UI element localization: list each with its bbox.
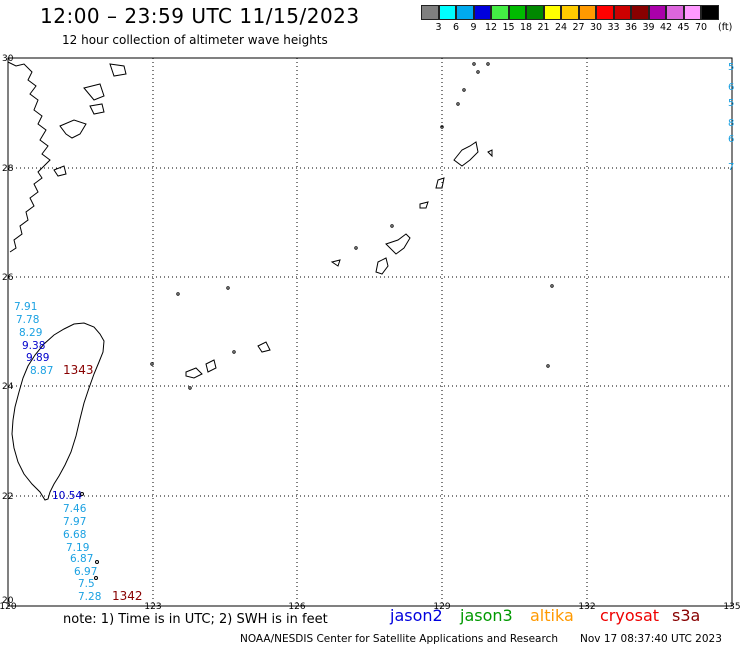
latitude-label: 22 <box>2 492 13 502</box>
legend-tick-label: 3 <box>435 22 442 33</box>
legend-tick-label: 70 <box>694 22 708 33</box>
legend-labels: 3 6 9 12 15 18 21 24 27 30 33 36 39 42 45 70 <box>421 22 740 34</box>
svg-text:5: 5 <box>728 98 734 109</box>
latitude-labels: 30 28 26 24 22 20 <box>2 54 14 606</box>
wave-height-label: 7.78 <box>16 314 39 326</box>
color-legend <box>421 5 719 21</box>
satellite-s3a-label: s3a <box>672 606 701 625</box>
wave-height-label: 6.97 <box>74 566 97 578</box>
legend-tick-label: 21 <box>537 22 550 33</box>
wave-height-label: 7.5 <box>78 578 95 590</box>
wave-height-label: 8.29 <box>19 327 42 339</box>
generated-timestamp: Nov 17 08:37:40 UTC 2023 <box>580 633 722 645</box>
legend-tick-label: 24 <box>554 22 568 33</box>
wave-height-label: 7.46 <box>63 503 87 515</box>
taiwan-coastline <box>11 322 105 501</box>
legend-tick-label: 39 <box>642 22 655 33</box>
china-coastline <box>7 61 51 253</box>
legend-swatch <box>456 5 474 20</box>
edge-readings: 5 6 5 8 6 7 <box>728 62 734 173</box>
wave-height-label: 9.38 <box>22 340 45 352</box>
legend-swatch <box>561 5 579 20</box>
legend-tick-label: 45 <box>677 22 690 33</box>
legend-tick-label: 42 <box>659 22 673 33</box>
svg-text:7: 7 <box>728 162 734 173</box>
wave-height-label: 6.87 <box>70 553 93 565</box>
longitude-label: 132 <box>578 602 595 612</box>
legend-tick-label: 27 <box>572 22 585 33</box>
longitude-label: 120 <box>0 602 17 612</box>
grid-lines <box>8 58 732 606</box>
wave-height-label: 10.54 <box>52 490 82 502</box>
legend-swatch <box>578 5 596 20</box>
page-title: 12:00 – 23:59 UTC 11/15/2023 <box>40 4 360 28</box>
latitude-label: 28 <box>2 164 14 174</box>
footer-note: note: 1) Time is in UTC; 2) SWH is in fe… <box>63 612 328 627</box>
svg-text:8: 8 <box>728 118 734 129</box>
legend-tick-label: 36 <box>624 22 638 33</box>
wave-height-label: 9.89 <box>26 352 49 364</box>
wave-height-label: 1343 <box>63 363 94 377</box>
legend-swatch <box>543 5 561 20</box>
legend-swatch <box>421 5 439 20</box>
legend-swatch <box>438 5 456 20</box>
legend-tick-label: 6 <box>452 22 460 33</box>
satellite-jason2-label: jason2 <box>390 606 443 625</box>
legend-swatch <box>631 5 649 20</box>
legend-swatch <box>526 5 544 20</box>
latitude-label: 20 <box>2 596 14 606</box>
latitude-label: 30 <box>2 54 14 64</box>
legend-tick-label: 12 <box>484 22 498 33</box>
longitude-label: 123 <box>144 602 161 612</box>
legend-swatch <box>701 5 719 20</box>
wave-height-label: 7.91 <box>14 301 37 313</box>
legend-unit: (ft) <box>718 22 733 33</box>
wave-height-label: 8.87 <box>30 365 53 377</box>
legend-tick-label: 30 <box>589 22 603 33</box>
wave-height-label: 7.19 <box>66 542 89 554</box>
longitude-label: 129 <box>433 602 450 612</box>
wave-height-label: 7.97 <box>63 516 86 528</box>
map-frame <box>7 57 733 607</box>
legend-swatch <box>491 5 509 20</box>
svg-text:6: 6 <box>728 82 734 93</box>
legend-swatch <box>508 5 526 20</box>
legend-tick-label: 15 <box>502 22 515 33</box>
legend-swatch <box>648 5 666 20</box>
legend-swatch <box>613 5 631 20</box>
svg-text:5: 5 <box>728 62 734 73</box>
legend-swatch <box>596 5 614 20</box>
longitude-label: 126 <box>288 602 305 612</box>
legend-swatch <box>473 5 491 20</box>
latitude-label: 24 <box>2 382 14 392</box>
page-subtitle: 12 hour collection of altimeter wave hei… <box>62 33 328 47</box>
wave-height-label: 1342 <box>112 589 143 603</box>
satellite-cryosat-label: cryosat <box>600 606 660 625</box>
longitude-label: 135 <box>723 602 740 612</box>
china-coastline-detail <box>53 63 127 177</box>
ryukyu-islands <box>80 62 554 580</box>
longitude-labels: 120 123 126 129 132 135 <box>0 602 740 612</box>
latitude-label: 26 <box>2 273 14 283</box>
legend-swatch <box>666 5 684 20</box>
satellite-jason3-label: jason3 <box>460 606 513 625</box>
legend-tick-label: 18 <box>519 22 533 33</box>
wave-height-label: 6.68 <box>63 529 86 541</box>
wave-height-label: 7.28 <box>78 591 101 603</box>
legend-tick-label: 33 <box>607 22 620 33</box>
svg-text:6: 6 <box>728 134 734 145</box>
legend-swatch <box>683 5 701 20</box>
satellite-altika-label: altika <box>530 606 574 625</box>
credit-text: NOAA/NESDIS Center for Satellite Applica… <box>240 633 558 645</box>
observation-labels: 7.917.788.299.389.898.87 1343 10.547.467.9… <box>14 301 143 603</box>
legend-tick-label: 9 <box>470 22 477 33</box>
